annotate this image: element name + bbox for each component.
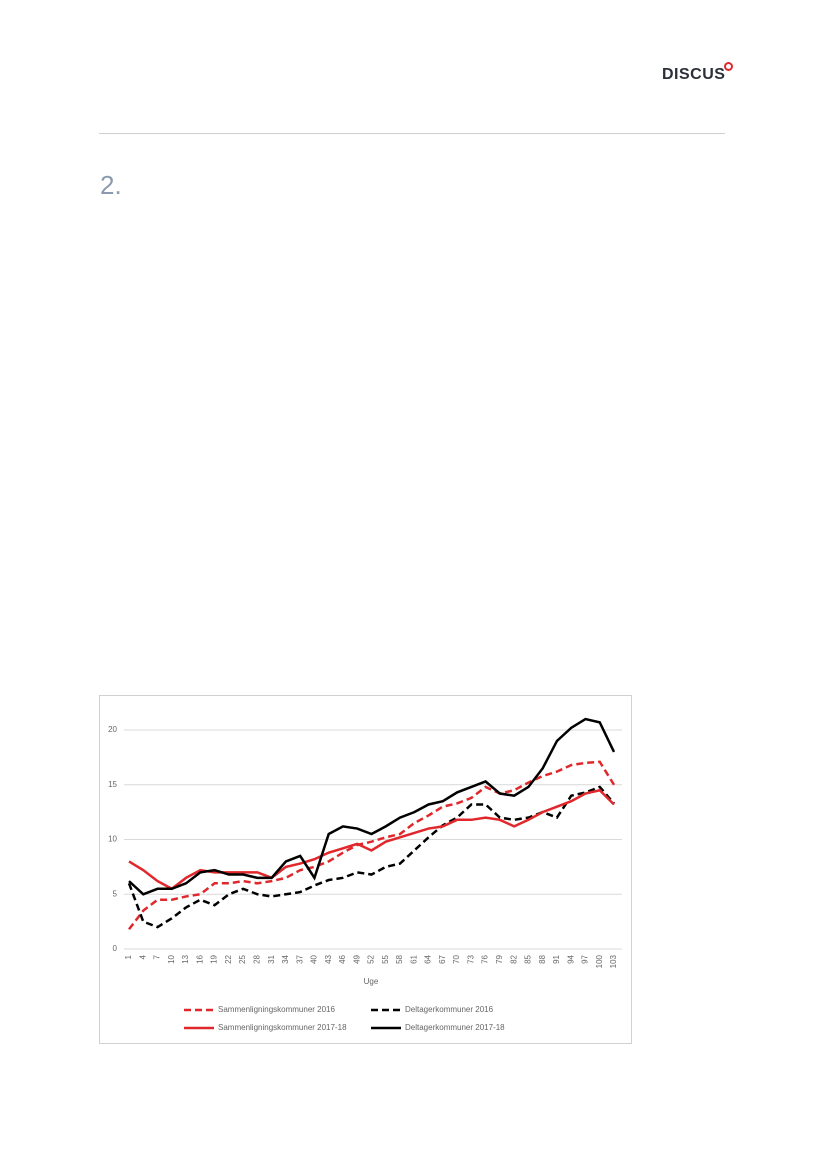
legend-label: Sammenligningskommuner 2017-18 bbox=[218, 1023, 347, 1032]
x-tick-label: 43 bbox=[324, 954, 333, 963]
section-number: 2. bbox=[100, 170, 122, 200]
legend-label: Deltagerkommuner 2017-18 bbox=[405, 1023, 505, 1032]
chart: Uge 0 5 10 15 20 1 4 7 10 13 16 19 22 25 28 31 34 37 40 43 4… bbox=[99, 695, 632, 1044]
x-tick-label: 19 bbox=[210, 954, 219, 963]
series-line bbox=[128, 717, 616, 896]
x-tick-label: 31 bbox=[267, 954, 276, 963]
x-tick-label: 82 bbox=[509, 954, 518, 963]
y-tick-label: 10 bbox=[108, 835, 117, 844]
x-tick-label: 100 bbox=[595, 954, 604, 968]
x-tick-label: 34 bbox=[281, 954, 290, 963]
x-tick-label: 103 bbox=[609, 954, 618, 968]
x-tick-label: 76 bbox=[481, 954, 490, 963]
x-tick-label: 55 bbox=[381, 954, 390, 963]
x-tick-label: 4 bbox=[138, 954, 147, 959]
y-tick-label: 0 bbox=[113, 944, 118, 953]
x-tick-label: 94 bbox=[566, 954, 575, 963]
y-tick-label: 5 bbox=[113, 889, 118, 898]
x-tick-label: 88 bbox=[538, 954, 547, 963]
x-tick-label: 10 bbox=[167, 954, 176, 963]
x-tick-label: 64 bbox=[424, 954, 433, 963]
x-tick-label: 61 bbox=[409, 954, 418, 963]
y-tick-label: 15 bbox=[108, 780, 117, 789]
x-tick-label: 91 bbox=[552, 954, 561, 963]
x-tick-label: 25 bbox=[238, 954, 247, 963]
x-tick-label: 37 bbox=[295, 954, 304, 963]
logo-pin bbox=[724, 62, 733, 71]
x-tick-label: 85 bbox=[524, 954, 533, 963]
chart-frame bbox=[99, 695, 632, 1044]
x-tick-label: 70 bbox=[452, 954, 461, 963]
series-line bbox=[127, 785, 615, 929]
logo: DISCUS bbox=[662, 66, 726, 83]
x-tick-label: 73 bbox=[466, 954, 475, 963]
x-tick-label: 7 bbox=[153, 954, 162, 959]
x-tick-label: 28 bbox=[252, 954, 261, 963]
x-tick-label: 49 bbox=[352, 954, 361, 963]
series-line bbox=[128, 760, 616, 931]
x-tick-label: 40 bbox=[310, 954, 319, 963]
x-tick-label: 79 bbox=[495, 954, 504, 963]
x-tick-label: 97 bbox=[581, 954, 590, 963]
header-rule bbox=[99, 133, 725, 134]
x-tick-label: 52 bbox=[367, 954, 376, 963]
x-tick-label: 58 bbox=[395, 954, 404, 963]
x-axis-label: Uge bbox=[364, 977, 379, 986]
y-tick-label: 20 bbox=[108, 725, 117, 734]
x-tick-label: 16 bbox=[195, 954, 204, 963]
legend-label: Sammenligningskommuner 2016 bbox=[218, 1005, 336, 1014]
x-tick-label: 67 bbox=[438, 954, 447, 963]
legend-label: Deltagerkommuner 2016 bbox=[405, 1005, 494, 1014]
x-tick-label: 1 bbox=[124, 954, 133, 959]
x-tick-label: 13 bbox=[181, 954, 190, 963]
x-tick-label: 46 bbox=[338, 954, 347, 963]
x-tick-label: 22 bbox=[224, 954, 233, 963]
